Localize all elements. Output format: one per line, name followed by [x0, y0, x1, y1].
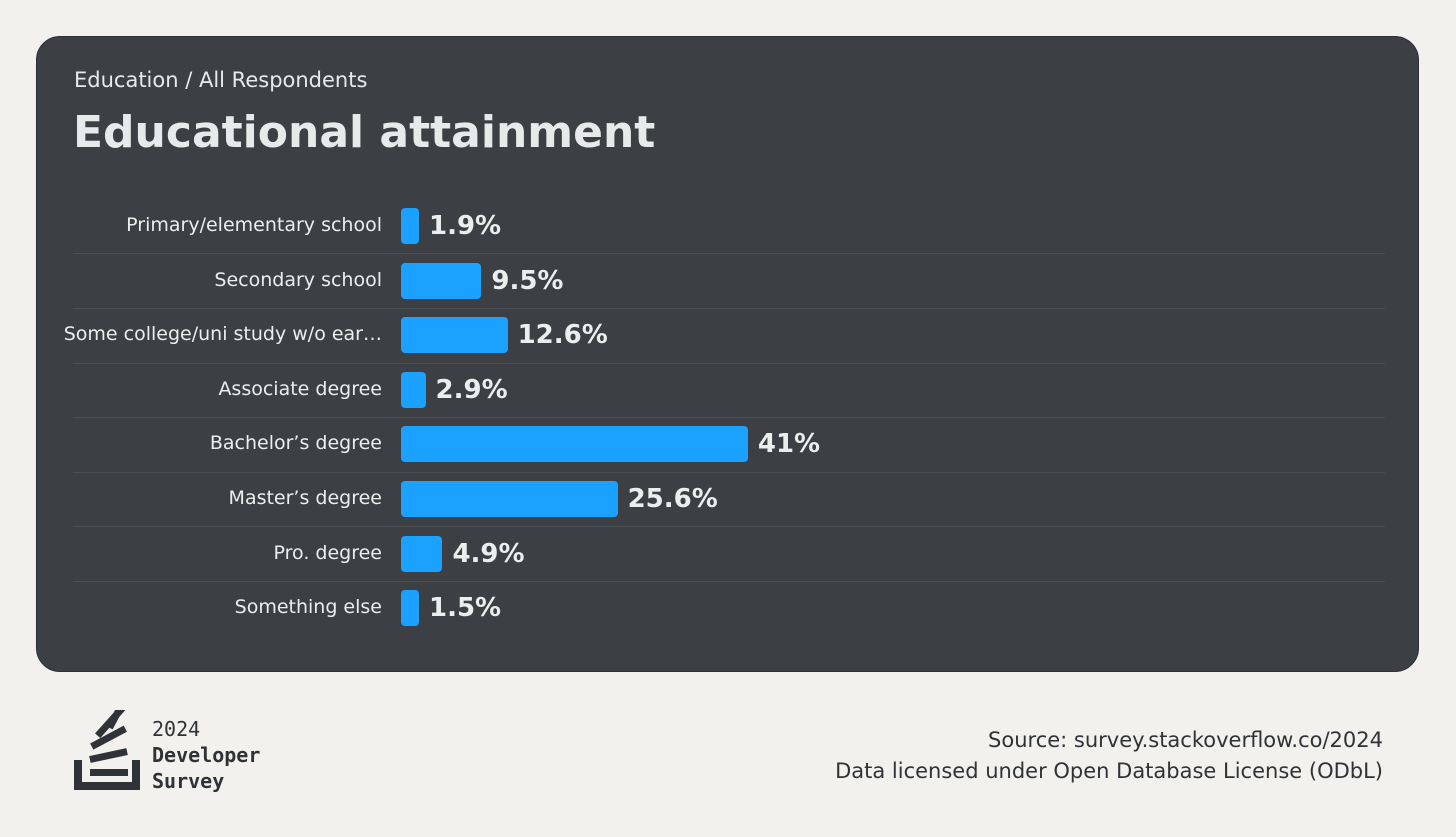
bar	[401, 317, 508, 354]
category-label: Primary/elementary school	[126, 214, 382, 236]
row-divider	[73, 580, 1385, 582]
row-divider	[73, 307, 1385, 309]
breadcrumb: Education / All Respondents	[74, 68, 368, 92]
bar	[401, 262, 482, 299]
bar-chart: Primary/elementary school 1.9% Secondary s…	[37, 37, 1420, 673]
value-label: 1.9%	[429, 211, 502, 241]
category-label: Bachelor’s degree	[209, 432, 382, 455]
logo-wordmark: 2024 Developer Survey	[152, 716, 260, 794]
license-text: Data licensed under Open Database Licens…	[835, 759, 1383, 783]
value-label: 1.5%	[429, 593, 502, 624]
value-label: 41%	[757, 429, 821, 460]
chart-card: Education / All Respondents Educational …	[36, 36, 1419, 672]
row-divider	[73, 362, 1385, 364]
category-label: Master’s degree	[228, 487, 382, 509]
value-label: 25.6%	[627, 484, 718, 514]
logo-line-survey: Survey	[152, 769, 225, 793]
row-divider	[73, 471, 1385, 473]
stack-overflow-logo-icon	[74, 710, 140, 790]
logo-line-developer: Developer	[152, 743, 261, 767]
bar	[401, 371, 426, 408]
row-divider	[73, 417, 1385, 419]
category-label: Pro. degree	[273, 541, 382, 564]
bar	[401, 535, 443, 572]
row-divider	[73, 253, 1385, 255]
bar	[401, 481, 618, 517]
bar	[401, 208, 419, 244]
value-label: 9.5%	[491, 265, 564, 296]
source-block: Source: survey.stackoverflow.co/2024 Dat…	[835, 725, 1383, 787]
category-label: Some college/uni study w/o ear…	[63, 323, 382, 346]
row-divider	[73, 526, 1385, 528]
category-label: Secondary school	[214, 268, 382, 291]
logo-year: 2024	[152, 717, 201, 741]
chart-title: Educational attainment	[73, 107, 656, 158]
value-label: 2.9%	[435, 374, 508, 405]
value-label: 4.9%	[452, 538, 525, 569]
category-label: Something else	[234, 596, 382, 619]
bar	[401, 426, 748, 463]
value-label: 12.6%	[517, 320, 608, 351]
bar	[401, 590, 419, 627]
source-text: Source: survey.stackoverflow.co/2024	[988, 728, 1383, 752]
category-label: Associate degree	[218, 377, 382, 400]
